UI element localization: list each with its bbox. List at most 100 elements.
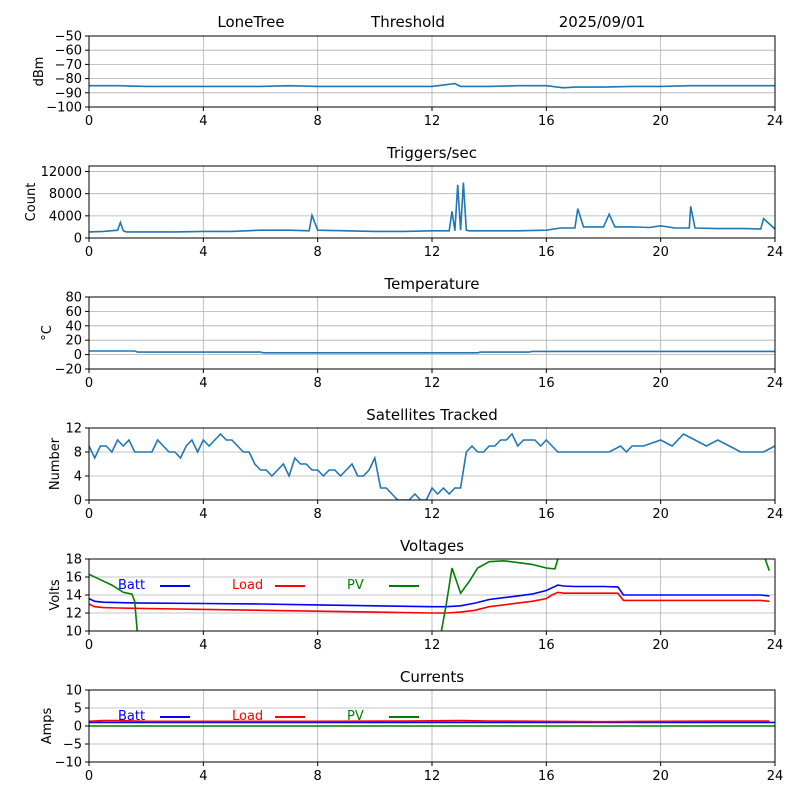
satellites-chart: 0 4 8 12 16 20 24 0 4 8 12 Satellites Tracked Number: [48, 406, 783, 522]
currents-x-tick-label: 24: [767, 769, 784, 784]
satellites-y-axis-label: Number: [48, 437, 63, 490]
signal-x-tick-label: 16: [538, 114, 555, 129]
triggers-y-tick-label: 4000: [49, 209, 82, 224]
temperature-y-axis-label: °C: [40, 325, 55, 341]
signal-chart: 0 4 8 12 16 20 24 −100−90−80−70−60−50 dBm: [32, 30, 783, 130]
voltages-series-batt-line: [89, 584, 770, 608]
voltages-title: Voltages: [400, 537, 464, 555]
signal-x-tick-label: 20: [652, 114, 669, 129]
currents-y-tick-label: −10: [55, 756, 82, 771]
currents-x-tick-label: 0: [85, 769, 93, 784]
voltages-x-tick-label: 0: [85, 638, 93, 653]
signal-x-tick-label: 12: [424, 114, 441, 129]
voltages-legend-load-label: Load: [232, 578, 263, 593]
satellites-y-tick-label: 12: [65, 422, 82, 437]
temperature-y-tick-label: 80: [65, 291, 82, 306]
currents-x-tick-label: 12: [424, 769, 441, 784]
signal-y-tick-label: −100: [46, 101, 82, 116]
temperature-y-tick-label: 60: [65, 305, 82, 320]
triggers-y-tick-label: 8000: [49, 187, 82, 202]
voltages-x-tick-label: 12: [424, 638, 441, 653]
signal-y-tick-label: −90: [55, 86, 82, 101]
signal-y-tick-label: −50: [55, 30, 82, 45]
signal-x-tick-label: 24: [767, 114, 784, 129]
currents-x-tick-label: 8: [314, 769, 322, 784]
temperature-y-tick-label: −20: [55, 363, 82, 378]
currents-x-tick-label: 4: [199, 769, 207, 784]
satellites-series-0-line: [89, 432, 775, 500]
signal-series-0-line: [89, 82, 775, 89]
voltages-legend-batt-label: Batt: [118, 578, 145, 593]
triggers-x-tick-label: 4: [199, 245, 207, 260]
signal-x-tick-label: 4: [199, 114, 207, 129]
signal-y-tick-label: −70: [55, 58, 82, 73]
satellites-x-tick-label: 24: [767, 507, 784, 522]
currents-title: Currents: [400, 668, 464, 686]
currents-legend-batt-label: Batt: [118, 709, 145, 724]
satellites-x-tick-label: 16: [538, 507, 555, 522]
voltages-y-tick-label: 10: [65, 625, 82, 640]
temperature-x-tick-label: 16: [538, 376, 555, 391]
header-station: LoneTree: [217, 13, 284, 31]
satellites-x-tick-label: 4: [199, 507, 207, 522]
temperature-x-tick-label: 0: [85, 376, 93, 391]
currents-chart: 0 4 8 12 16 20 24 −10 −5 0 5 10 Currents Amps Batt Load…: [40, 668, 783, 784]
temperature-x-tick-label: 4: [199, 376, 207, 391]
voltages-y-tick-label: 12: [65, 607, 82, 622]
currents-y-tick-label: 10: [65, 684, 82, 699]
satellites-title: Satellites Tracked: [366, 406, 497, 424]
triggers-x-tick-label: 8: [314, 245, 322, 260]
satellites-x-tick-label: 8: [314, 507, 322, 522]
temperature-y-tick-label: 0: [74, 348, 82, 363]
voltages-x-tick-label: 16: [538, 638, 555, 653]
voltages-legend-pv-label: PV: [347, 578, 364, 593]
voltages-x-tick-label: 8: [314, 638, 322, 653]
header-date: 2025/09/01: [559, 13, 645, 31]
currents-y-tick-label: −5: [63, 738, 82, 753]
temperature-x-tick-label: 20: [652, 376, 669, 391]
triggers-title: Triggers/sec: [386, 144, 477, 162]
signal-x-tick-label: 0: [85, 114, 93, 129]
currents-y-tick-label: 5: [74, 702, 82, 717]
satellites-x-tick-label: 20: [652, 507, 669, 522]
triggers-y-tick-label: 0: [74, 232, 82, 247]
temperature-title: Temperature: [383, 275, 479, 293]
triggers-x-tick-label: 16: [538, 245, 555, 260]
triggers-x-tick-label: 24: [767, 245, 784, 260]
triggers-y-axis-label: Count: [24, 183, 39, 222]
satellites-y-tick-label: 8: [74, 446, 82, 461]
voltages-x-tick-label: 4: [199, 638, 207, 653]
voltages-y-tick-label: 14: [65, 589, 82, 604]
currents-x-tick-label: 16: [538, 769, 555, 784]
currents-x-tick-label: 20: [652, 769, 669, 784]
signal-x-tick-label: 8: [314, 114, 322, 129]
header-mode: Threshold: [370, 13, 445, 31]
currents-y-tick-label: 0: [74, 720, 82, 735]
satellites-x-tick-label: 12: [424, 507, 441, 522]
currents-y-axis-label: Amps: [40, 707, 55, 744]
signal-y-axis-label: dBm: [32, 57, 47, 87]
triggers-x-tick-label: 12: [424, 245, 441, 260]
voltages-series-load-line: [89, 591, 770, 614]
voltages-x-tick-label: 20: [652, 638, 669, 653]
currents-series-load-line: [89, 719, 770, 723]
triggers-y-tick-label: 12000: [41, 165, 82, 180]
currents-legend-pv-label: PV: [347, 709, 364, 724]
voltages-y-tick-label: 18: [65, 553, 82, 568]
satellites-y-tick-label: 4: [74, 470, 82, 485]
voltages-series-pv-line: [89, 559, 771, 631]
signal-y-tick-label: −80: [55, 72, 82, 87]
triggers-x-tick-label: 20: [652, 245, 669, 260]
voltages-y-tick-label: 16: [65, 571, 82, 586]
temperature-x-tick-label: 12: [424, 376, 441, 391]
temperature-y-tick-label: 20: [65, 334, 82, 349]
voltages-x-tick-label: 24: [767, 638, 784, 653]
triggers-x-tick-label: 0: [85, 245, 93, 260]
signal-y-tick-label: −60: [55, 44, 82, 59]
temperature-series-0-line: [89, 350, 775, 354]
voltages-chart: 0 4 8 12 16 20 24 10 12 14 16 18 Voltages Volts Batt Lo…: [48, 537, 783, 653]
temperature-x-tick-label: 24: [767, 376, 784, 391]
